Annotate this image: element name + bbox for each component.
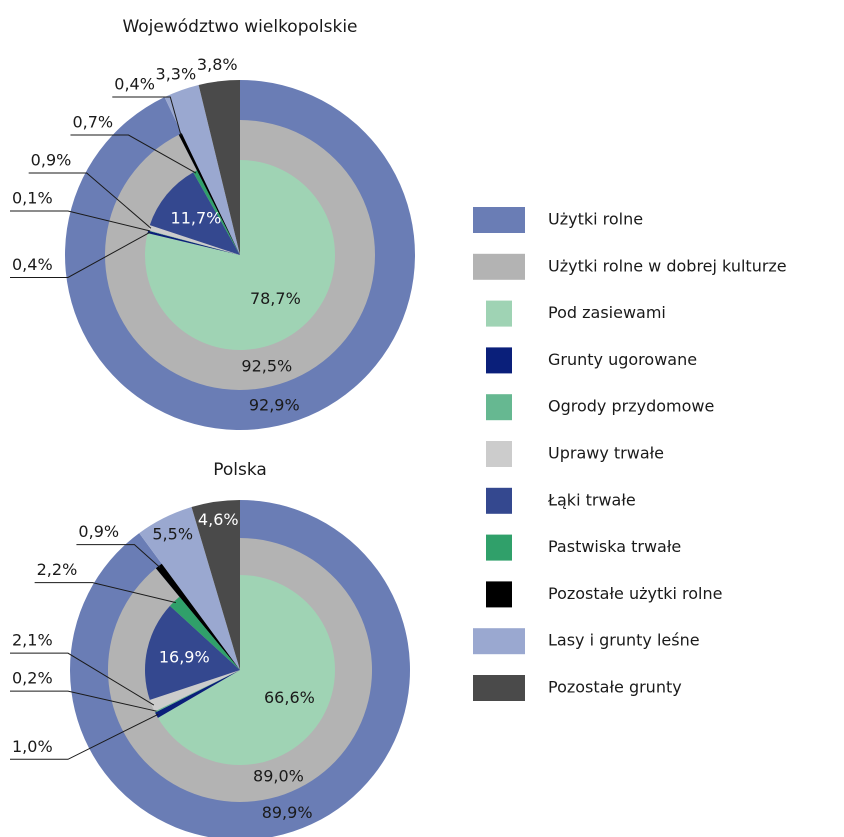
data-label: 16,9% — [159, 648, 210, 667]
pie-slice — [139, 507, 240, 670]
legend-swatch — [486, 534, 512, 561]
data-label: 2,2% — [37, 560, 78, 579]
pie-slice — [148, 225, 240, 255]
legend-swatch — [473, 628, 525, 655]
data-label: 0,4% — [114, 75, 155, 94]
data-label: 3,3% — [156, 65, 197, 84]
pie-slice — [157, 575, 336, 765]
legend-swatch — [486, 347, 512, 374]
pie-slice — [147, 230, 240, 255]
data-label: 0,9% — [78, 522, 119, 541]
data-label: 0,4% — [12, 255, 53, 274]
legend-swatch — [486, 394, 512, 421]
data-label: 1,0% — [12, 737, 53, 756]
legend-label: Pastwiska trwałe — [548, 537, 681, 556]
data-label: 0,9% — [31, 151, 72, 170]
data-label: 66,6% — [264, 688, 315, 707]
data-label: 89,9% — [262, 803, 313, 822]
leader-line — [10, 652, 155, 706]
data-label: 92,5% — [241, 356, 292, 375]
legend-label: Uprawy trwałe — [548, 444, 664, 463]
leader-line — [10, 210, 151, 232]
pie-slice — [193, 170, 240, 255]
leader-line — [10, 690, 157, 712]
pie-slice — [149, 172, 240, 255]
legend-label: Lasy i grunty leśne — [548, 631, 700, 650]
data-label: 11,7% — [171, 208, 222, 227]
data-label: 78,7% — [250, 289, 301, 308]
pie-slice — [145, 160, 336, 350]
legend-swatch — [486, 441, 512, 467]
data-label: 92,9% — [249, 396, 300, 415]
legend-label: Grunty ugorowane — [548, 350, 697, 369]
legend-label: Pozostałe grunty — [548, 678, 682, 697]
leader-line — [10, 713, 159, 760]
pie-slice — [178, 133, 240, 255]
data-label: 5,5% — [152, 524, 193, 543]
data-label: 0,7% — [72, 113, 113, 132]
pie-slice — [155, 670, 240, 718]
leader-line — [112, 96, 182, 136]
legend-swatch — [473, 253, 525, 280]
data-label: 0,1% — [12, 189, 53, 208]
pie-slice — [154, 670, 240, 713]
legend-label: Ogrody przydomowe — [548, 397, 714, 416]
pie-slice — [198, 80, 240, 255]
legend-swatch — [486, 581, 512, 608]
pie-slice — [164, 84, 240, 255]
data-label: 3,8% — [197, 55, 238, 74]
pie-slice — [148, 230, 240, 255]
leader-line — [28, 172, 152, 229]
data-label: 0,2% — [12, 669, 53, 688]
pie-slice — [169, 596, 240, 670]
chart-title: Polska — [213, 460, 267, 480]
pie-slice — [155, 563, 240, 670]
leader-line — [10, 232, 151, 278]
legend-swatch — [473, 675, 525, 701]
data-label: 2,1% — [12, 631, 53, 650]
data-label: 89,0% — [253, 766, 304, 785]
leader-line — [76, 544, 161, 568]
legend-label: Pozostałe użytki rolne — [548, 584, 722, 603]
leader-line — [70, 134, 197, 174]
chart-title: Województwo wielkopolskie — [122, 17, 357, 37]
data-label: 4,6% — [198, 510, 239, 529]
pie-slice — [149, 670, 240, 712]
legend-label: Użytki rolne w dobrej kulturze — [548, 256, 787, 275]
legend-swatch — [473, 207, 525, 233]
legend-label: Łąki trwałe — [547, 490, 636, 509]
legend-label: Użytki rolne — [548, 210, 643, 229]
legend-swatch — [486, 487, 512, 514]
pie-slice — [145, 605, 240, 700]
leader-line — [34, 582, 177, 604]
legend-label: Pod zasiewami — [548, 303, 666, 322]
legend-swatch — [486, 300, 512, 327]
pie-slice — [191, 500, 240, 670]
